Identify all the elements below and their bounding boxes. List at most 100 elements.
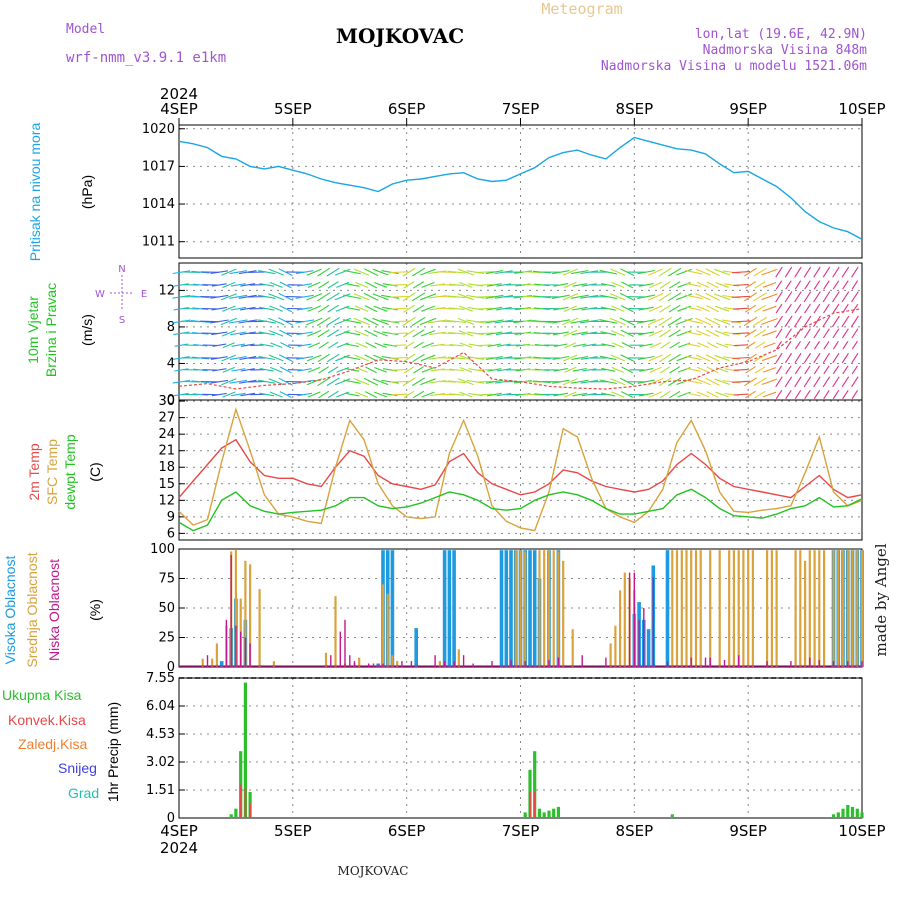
- wind-arrow: [841, 328, 849, 339]
- wind-arrow: [610, 378, 626, 386]
- wind-arrow: [761, 317, 778, 325]
- precip-total-bar: [850, 806, 855, 818]
- wind-arrow: [258, 331, 275, 336]
- wind-arrow: [439, 393, 455, 396]
- temp-ylabel-1: SFC Temp: [44, 439, 60, 505]
- wind-arrow: [732, 356, 750, 360]
- wind-arrow: [392, 344, 407, 347]
- wind-arrow: [353, 378, 370, 386]
- wind-arrow: [173, 306, 190, 311]
- wind-arrow: [851, 303, 859, 314]
- wind-arrow: [476, 357, 494, 359]
- wind-arrow: [391, 332, 408, 335]
- wind-arrow: [744, 377, 757, 387]
- wind-arrow: [278, 292, 294, 301]
- wind-arrow: [458, 330, 474, 337]
- wind-arrow: [306, 268, 322, 276]
- wind-arrow: [172, 270, 191, 275]
- wind-arrow: [794, 291, 802, 303]
- wind-arrow: [722, 379, 741, 384]
- wind-arrow: [784, 352, 793, 364]
- wind-arrow: [459, 281, 473, 288]
- precip-total-bar: [547, 810, 551, 818]
- wind-arrow: [363, 317, 379, 326]
- wind-arrow: [842, 389, 849, 400]
- wind-arrow: [297, 392, 313, 397]
- wind-arrow: [220, 293, 237, 301]
- wind-arrow: [392, 369, 407, 371]
- wind-arrow: [732, 380, 751, 383]
- cloud-high-bar: [219, 661, 224, 667]
- cloud-low-bar: [524, 661, 526, 667]
- wind-arrow: [776, 341, 782, 350]
- wind-arrow: [713, 293, 731, 301]
- wind-arrow: [582, 368, 597, 372]
- wind-arrow: [363, 377, 379, 386]
- cloud-mid-bar: [770, 550, 773, 667]
- wind-arrow: [762, 305, 777, 312]
- wind-arrow: [403, 341, 415, 349]
- wind-arrow: [174, 343, 189, 347]
- wind-arrow: [676, 330, 692, 337]
- wind-arrow: [563, 281, 577, 289]
- x-label-bottom: 7SEP: [502, 822, 540, 840]
- wind-arrow: [258, 270, 276, 275]
- wind-arrow: [851, 390, 859, 400]
- wind-arrow: [832, 280, 840, 290]
- wind-arrow: [173, 283, 189, 287]
- wind-arrow: [684, 294, 703, 300]
- wind-arrow: [468, 392, 483, 397]
- wind-arrow: [363, 292, 379, 301]
- pressure-ytick-label: 1017: [142, 159, 175, 174]
- wind-arrow: [744, 329, 757, 338]
- wind-arrow: [467, 331, 484, 336]
- wind-arrow: [851, 266, 859, 278]
- cloud-mid-bar: [675, 550, 679, 667]
- wind-arrow: [685, 331, 702, 336]
- wind-arrow: [744, 353, 757, 363]
- wind-arrow: [279, 305, 293, 313]
- wind-arrow: [667, 292, 682, 302]
- wind-arrow: [832, 365, 840, 375]
- model-elevation-label: Nadmorska Visina u modelu 1521.06m: [601, 59, 867, 74]
- cloud-mid-bar: [234, 550, 237, 667]
- wind-arrow: [334, 378, 351, 386]
- wind-arrow: [686, 367, 701, 372]
- wind-arrow: [390, 271, 409, 274]
- wind-arrow: [832, 341, 839, 350]
- wind-arrow: [343, 294, 362, 300]
- wind-arrow: [476, 332, 494, 335]
- wind-arrow: [715, 282, 729, 288]
- cloud-low-bar: [605, 657, 607, 667]
- compass-n: N: [118, 264, 125, 275]
- wind-arrow: [695, 354, 711, 362]
- wind-arrow: [637, 379, 655, 384]
- wind-arrows: [172, 266, 859, 400]
- wind-arrow: [278, 268, 293, 277]
- elevation-label: Nadmorska Visina 848m: [703, 43, 868, 58]
- wind-arrow: [573, 343, 587, 347]
- wind-arrow: [192, 307, 209, 310]
- wind-arrow: [240, 368, 255, 372]
- clouds-ytick-label: 50: [158, 601, 175, 616]
- wind-arrow: [279, 281, 292, 289]
- wind-arrow: [743, 316, 758, 327]
- dewpoint-line: [178, 488, 863, 532]
- wind-ylabel-1: Brzina i Pravac: [43, 283, 59, 377]
- wind-arrow: [761, 293, 778, 301]
- wind-arrow: [823, 280, 830, 290]
- wind-arrow: [335, 305, 350, 312]
- precip-ytick-label: 4.53: [146, 727, 175, 742]
- cloud-mid-bar: [709, 550, 712, 667]
- temperature-ytick-label: 9: [167, 510, 175, 525]
- wind-arrow: [428, 294, 447, 299]
- wind-arrow: [466, 379, 485, 384]
- precip-total-bar: [533, 751, 537, 818]
- wind-arrow: [713, 317, 731, 325]
- wind-arrow: [794, 365, 802, 375]
- wind-arrow: [600, 282, 616, 287]
- x-label-top: 6SEP: [388, 100, 426, 118]
- wind-arrow: [572, 306, 588, 311]
- wind-ytick-label: 12: [158, 283, 175, 298]
